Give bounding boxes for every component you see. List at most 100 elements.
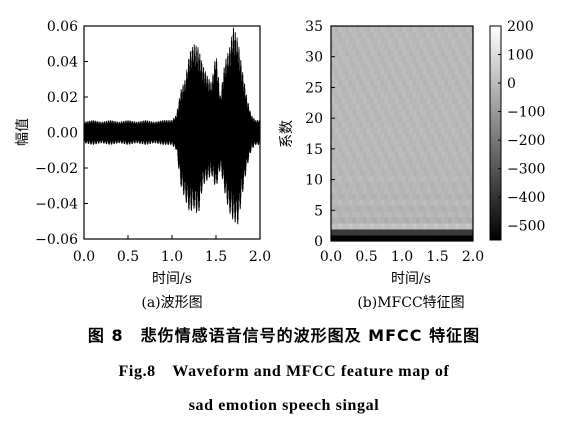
mfcc-cell — [409, 79, 414, 87]
mfcc-cell — [345, 37, 350, 45]
mfcc-cell — [394, 49, 399, 57]
mfcc-cell — [366, 127, 371, 134]
mfcc-cell — [338, 175, 343, 182]
mfcc-cell — [419, 49, 424, 57]
mfcc-cell — [451, 91, 456, 99]
mfcc-cell — [334, 175, 339, 182]
mfcc-cell — [448, 97, 453, 105]
mfcc-cell — [394, 211, 399, 218]
mfcc-cell — [433, 79, 438, 87]
mfcc-cell — [387, 199, 392, 206]
mfcc-cell — [331, 235, 335, 242]
mfcc-cell — [430, 103, 435, 111]
colorbar-tick-label: 100 — [507, 48, 534, 64]
mfcc-cell — [451, 205, 456, 212]
mfcc-cell — [338, 211, 343, 218]
mfcc-cell — [370, 181, 374, 188]
mfcc-cell — [373, 61, 378, 69]
mfcc-cell — [377, 223, 382, 230]
mfcc-cell — [416, 133, 421, 140]
mfcc-cell — [430, 97, 435, 105]
mfcc-cell — [398, 175, 403, 182]
mfcc-cell — [451, 43, 456, 51]
mfcc-cell — [345, 139, 350, 146]
mfcc-cell — [419, 79, 424, 87]
mfcc-cell — [331, 61, 335, 69]
mfcc-cell — [441, 223, 445, 230]
mfcc-cell — [402, 97, 406, 105]
mfcc-cell — [409, 235, 414, 242]
mfcc-cell — [352, 199, 357, 206]
mfcc-cell — [433, 115, 438, 122]
mfcc-cell — [437, 121, 442, 128]
mfcc-cell — [362, 205, 367, 212]
mfcc-cell — [394, 85, 399, 93]
mfcc-cell — [455, 229, 460, 236]
mfcc-cell — [416, 103, 421, 111]
mfcc-cell — [394, 139, 399, 146]
mfcc-cell — [331, 85, 335, 93]
mfcc-cell — [377, 229, 382, 236]
mfcc-cell — [416, 223, 421, 230]
mfcc-cell — [334, 211, 339, 218]
mfcc-cell — [384, 103, 389, 111]
mfcc-cell — [409, 127, 414, 134]
mfcc-cell — [437, 79, 442, 87]
mfcc-cell — [430, 43, 435, 51]
mfcc-cell — [426, 145, 431, 152]
mfcc-cell — [433, 121, 438, 128]
mfcc-cell — [465, 235, 470, 242]
mfcc-cell — [352, 229, 357, 236]
mfcc-cell — [412, 175, 417, 182]
mfcc-cell — [455, 235, 460, 242]
mfcc-cell — [469, 199, 474, 206]
mfcc-cell — [387, 67, 392, 75]
mfcc-cell — [455, 85, 460, 93]
mfcc-cell — [352, 223, 357, 230]
mfcc-cell — [334, 26, 339, 33]
mfcc-cell — [398, 49, 403, 57]
mfcc-cell — [423, 157, 428, 164]
mfcc-cell — [391, 199, 396, 206]
mfcc-cell — [359, 31, 364, 39]
mfcc-cell — [455, 133, 460, 140]
mfcc-cell — [458, 55, 463, 63]
mfcc-cell — [423, 37, 428, 45]
mfcc-cell — [366, 223, 371, 230]
mfcc-cell — [426, 121, 431, 128]
mfcc-cell — [444, 151, 449, 158]
mfcc-cell — [451, 127, 456, 134]
mfcc-cell — [423, 43, 428, 51]
mfcc-cell — [359, 67, 364, 75]
mfcc-cell — [345, 61, 350, 69]
mfcc-cell — [338, 205, 343, 212]
mfcc-cell — [448, 217, 453, 224]
mfcc-cell — [359, 55, 364, 63]
mfcc-cell — [341, 151, 346, 158]
mfcc-cell — [455, 211, 460, 218]
mfcc-cell — [384, 91, 389, 99]
mfcc-cell — [444, 37, 449, 45]
mfcc-cell — [384, 61, 389, 69]
mfcc-cell — [462, 79, 467, 87]
mfcc-cell — [416, 85, 421, 93]
mfcc-cell — [341, 175, 346, 182]
mfcc-cell — [444, 109, 449, 116]
mfcc-cell — [331, 217, 335, 224]
mfcc-cell — [437, 26, 442, 33]
mfcc-cell — [398, 229, 403, 236]
mfcc-cell — [458, 103, 463, 111]
mfcc-cell — [359, 199, 364, 206]
mfcc-cell — [394, 229, 399, 236]
mfcc-cell — [380, 175, 385, 182]
mfcc-cell — [451, 115, 456, 122]
mfcc-cell — [373, 193, 378, 200]
mfcc-cell — [437, 103, 442, 111]
mfcc-cell — [412, 133, 417, 140]
mfcc-cell — [398, 91, 403, 99]
mfcc-cell — [391, 205, 396, 212]
mfcc-cell — [394, 127, 399, 134]
mfcc-x-tick-label: 0.0 — [320, 249, 342, 265]
mfcc-cell — [469, 55, 474, 63]
mfcc-cell — [394, 73, 399, 81]
